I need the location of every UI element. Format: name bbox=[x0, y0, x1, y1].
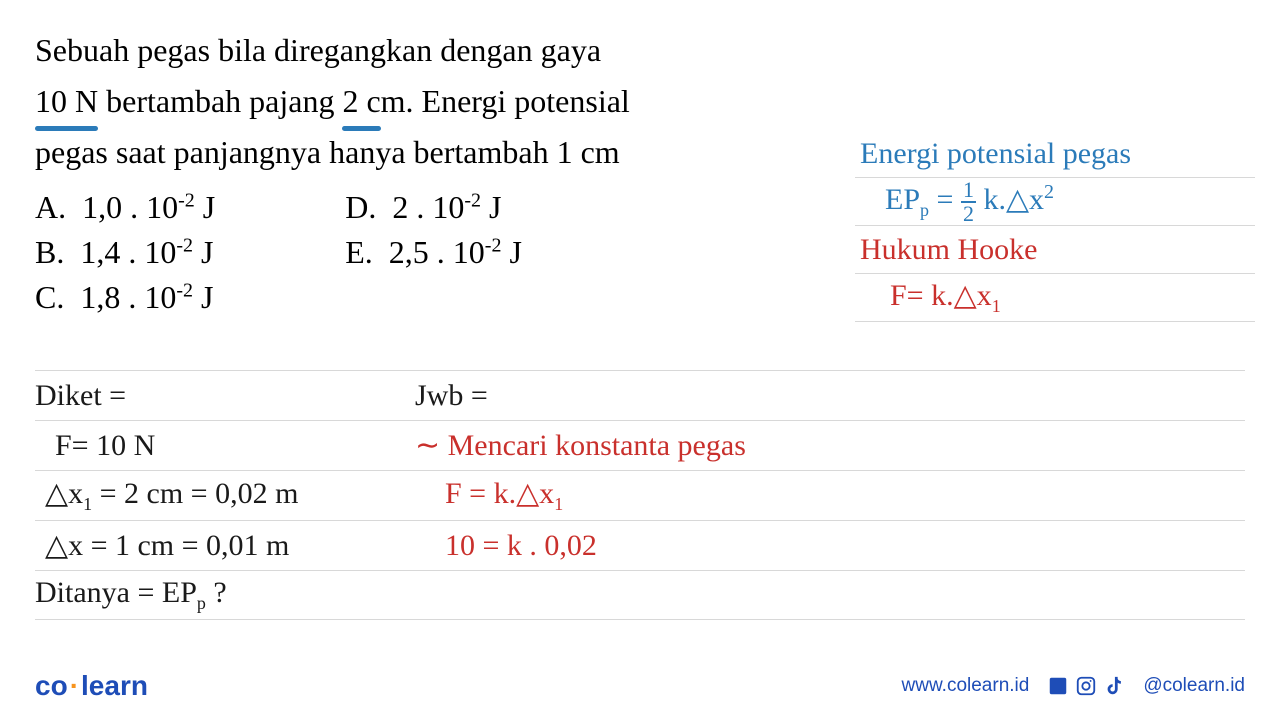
underlined-value-1: 10 N bbox=[35, 76, 98, 127]
step-title: ∼ Mencari konstanta pegas bbox=[415, 428, 1245, 463]
underlined-value-2: 2 c bbox=[342, 76, 380, 127]
options-column-2: D. 2 . 10-2 J E. 2,5 . 10-2 J bbox=[345, 189, 522, 316]
sidenote-formula-2: F= k.△x1 bbox=[855, 274, 1255, 322]
instagram-icon bbox=[1075, 675, 1097, 697]
problem-line-2: 10 N bertambah pajang 2 cm. Energi poten… bbox=[35, 76, 1245, 127]
asked: Ditanya = EPp ? bbox=[35, 576, 227, 614]
logo: co·learn bbox=[35, 670, 148, 702]
fraction-half: 12 bbox=[961, 179, 976, 225]
option-a: A. 1,0 . 10-2 J bbox=[35, 189, 215, 226]
note-line-1: F= 10 N ∼ Mencari konstanta pegas bbox=[35, 420, 1245, 470]
social-handle: @colearn.id bbox=[1143, 675, 1245, 697]
logo-learn: learn bbox=[81, 670, 148, 701]
given-dx: △x = 1 cm = 0,01 m bbox=[35, 528, 365, 563]
jwb-label: Jwb = bbox=[415, 379, 1245, 413]
note-line-3: △x = 1 cm = 0,01 m 10 = k . 0,02 bbox=[35, 520, 1245, 570]
main-notes: Diket = Jwb = F= 10 N ∼ Mencari konstant… bbox=[35, 370, 1245, 620]
note-line-4: Ditanya = EPp ? bbox=[35, 570, 1245, 620]
sidenote-title-2: Hukum Hooke bbox=[855, 226, 1255, 274]
given-force: F= 10 N bbox=[35, 429, 365, 463]
social-icons bbox=[1047, 675, 1125, 697]
substitution: 10 = k . 0,02 bbox=[415, 529, 1245, 563]
side-notes: Energi potensial pegas EPp = 12 k.△x2 Hu… bbox=[855, 130, 1255, 322]
note-line-header: Diket = Jwb = bbox=[35, 370, 1245, 420]
facebook-icon bbox=[1047, 675, 1069, 697]
note-line-2: △x1 = 2 cm = 0,02 m F = k.△x1 bbox=[35, 470, 1245, 520]
website-url: www.colearn.id bbox=[902, 675, 1030, 697]
option-c: C. 1,8 . 10-2 J bbox=[35, 279, 215, 316]
footer: co·learn www.colearn.id @colearn.id bbox=[0, 670, 1280, 702]
option-d: D. 2 . 10-2 J bbox=[345, 189, 522, 226]
footer-right: www.colearn.id @colearn.id bbox=[902, 675, 1245, 697]
logo-dot: · bbox=[68, 670, 81, 701]
option-b: B. 1,4 . 10-2 J bbox=[35, 234, 215, 271]
options-column-1: A. 1,0 . 10-2 J B. 1,4 . 10-2 J C. 1,8 .… bbox=[35, 189, 215, 316]
given-dx1: △x1 = 2 cm = 0,02 m bbox=[35, 476, 365, 515]
problem-line-1: Sebuah pegas bila diregangkan dengan gay… bbox=[35, 25, 1245, 76]
sidenote-title: Energi potensial pegas bbox=[855, 130, 1255, 178]
logo-co: co bbox=[35, 670, 68, 701]
option-e: E. 2,5 . 10-2 J bbox=[345, 234, 522, 271]
sidenote-formula-1: EPp = 12 k.△x2 bbox=[855, 178, 1255, 226]
hooke-equation: F = k.△x1 bbox=[415, 476, 1245, 515]
tiktok-icon bbox=[1103, 675, 1125, 697]
diket-label: Diket = bbox=[35, 379, 365, 413]
